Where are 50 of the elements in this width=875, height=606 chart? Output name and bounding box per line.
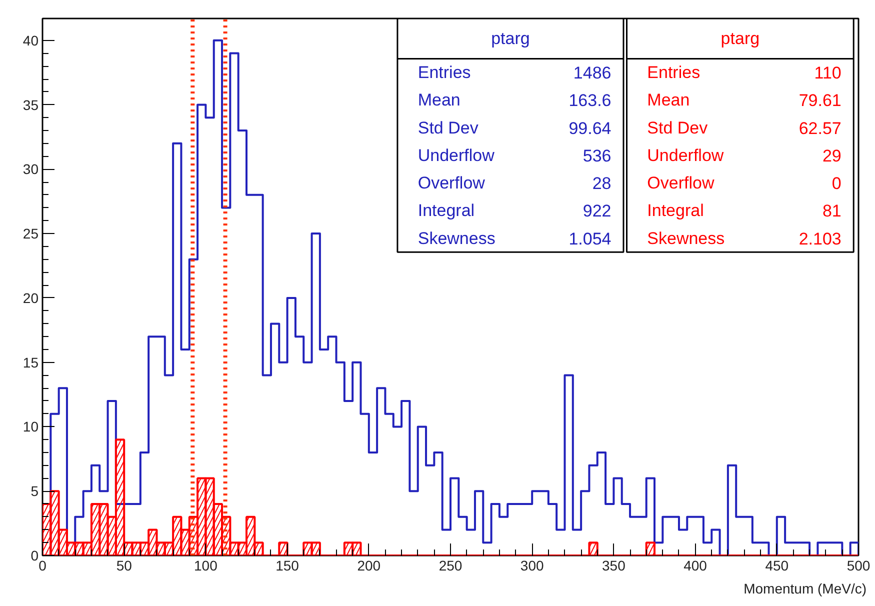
annotation: 1486 <box>573 64 612 83</box>
annotation: Mean <box>647 90 690 110</box>
x-tick-label: 500 <box>846 558 870 574</box>
y-tick-label: 15 <box>22 354 39 370</box>
x-tick-label: 300 <box>520 558 544 574</box>
y-tick-label: 0 <box>30 548 39 564</box>
annotation: 29 <box>822 146 842 166</box>
annotation: 2.103 <box>798 229 842 248</box>
y-tick-label: 35 <box>22 96 39 113</box>
annotation: Integral <box>418 201 475 220</box>
annotation: Overflow <box>418 174 486 193</box>
annotation: 163.6 <box>568 91 612 110</box>
annotation: 62.57 <box>798 118 842 138</box>
x-tick-label: 400 <box>684 558 708 574</box>
annotation: Std Dev <box>418 118 479 138</box>
annotation: 99.64 <box>568 118 612 138</box>
x-tick-label: 350 <box>602 558 626 574</box>
annotation: Skewness <box>647 228 725 248</box>
x-tick-label: 450 <box>765 558 789 574</box>
annotation: Std Dev <box>647 118 708 138</box>
annotation: 536 <box>582 146 612 166</box>
text: ptarg <box>491 29 530 48</box>
annotation: 1.054 <box>568 229 612 248</box>
annotation: 0 <box>832 174 842 194</box>
annotation: 28 <box>592 174 612 194</box>
annotation: Entries <box>647 63 700 82</box>
annotation: Mean <box>418 90 460 110</box>
y-tick-label: 10 <box>22 418 39 435</box>
y-tick-label: 40 <box>22 32 39 48</box>
y-tick-label: 20 <box>22 290 39 306</box>
y-tick-label: 30 <box>22 161 39 178</box>
x-tick-label: 100 <box>194 558 218 574</box>
x-tick-label: 150 <box>276 558 300 574</box>
annotation: 922 <box>582 202 612 221</box>
annotation: Underflow <box>647 146 724 165</box>
annotation: Underflow <box>418 146 496 165</box>
y-tick-label: 5 <box>30 483 39 500</box>
annotation: 81 <box>822 202 842 221</box>
x-tick-label: 200 <box>357 558 381 574</box>
annotation: Overflow <box>647 174 715 193</box>
annotation: Skewness <box>418 228 496 248</box>
text: ptarg <box>720 29 760 48</box>
annotation: Integral <box>647 201 704 220</box>
annotation: 79.61 <box>798 91 842 110</box>
annotation: Entries <box>418 63 471 82</box>
x-tick-label: 50 <box>116 558 132 574</box>
annotation: 110 <box>814 64 842 83</box>
x-tick-label: 250 <box>438 558 462 574</box>
x-axis-title: Momentum (MeV/c) <box>744 580 867 596</box>
y-tick-label: 25 <box>22 226 39 242</box>
